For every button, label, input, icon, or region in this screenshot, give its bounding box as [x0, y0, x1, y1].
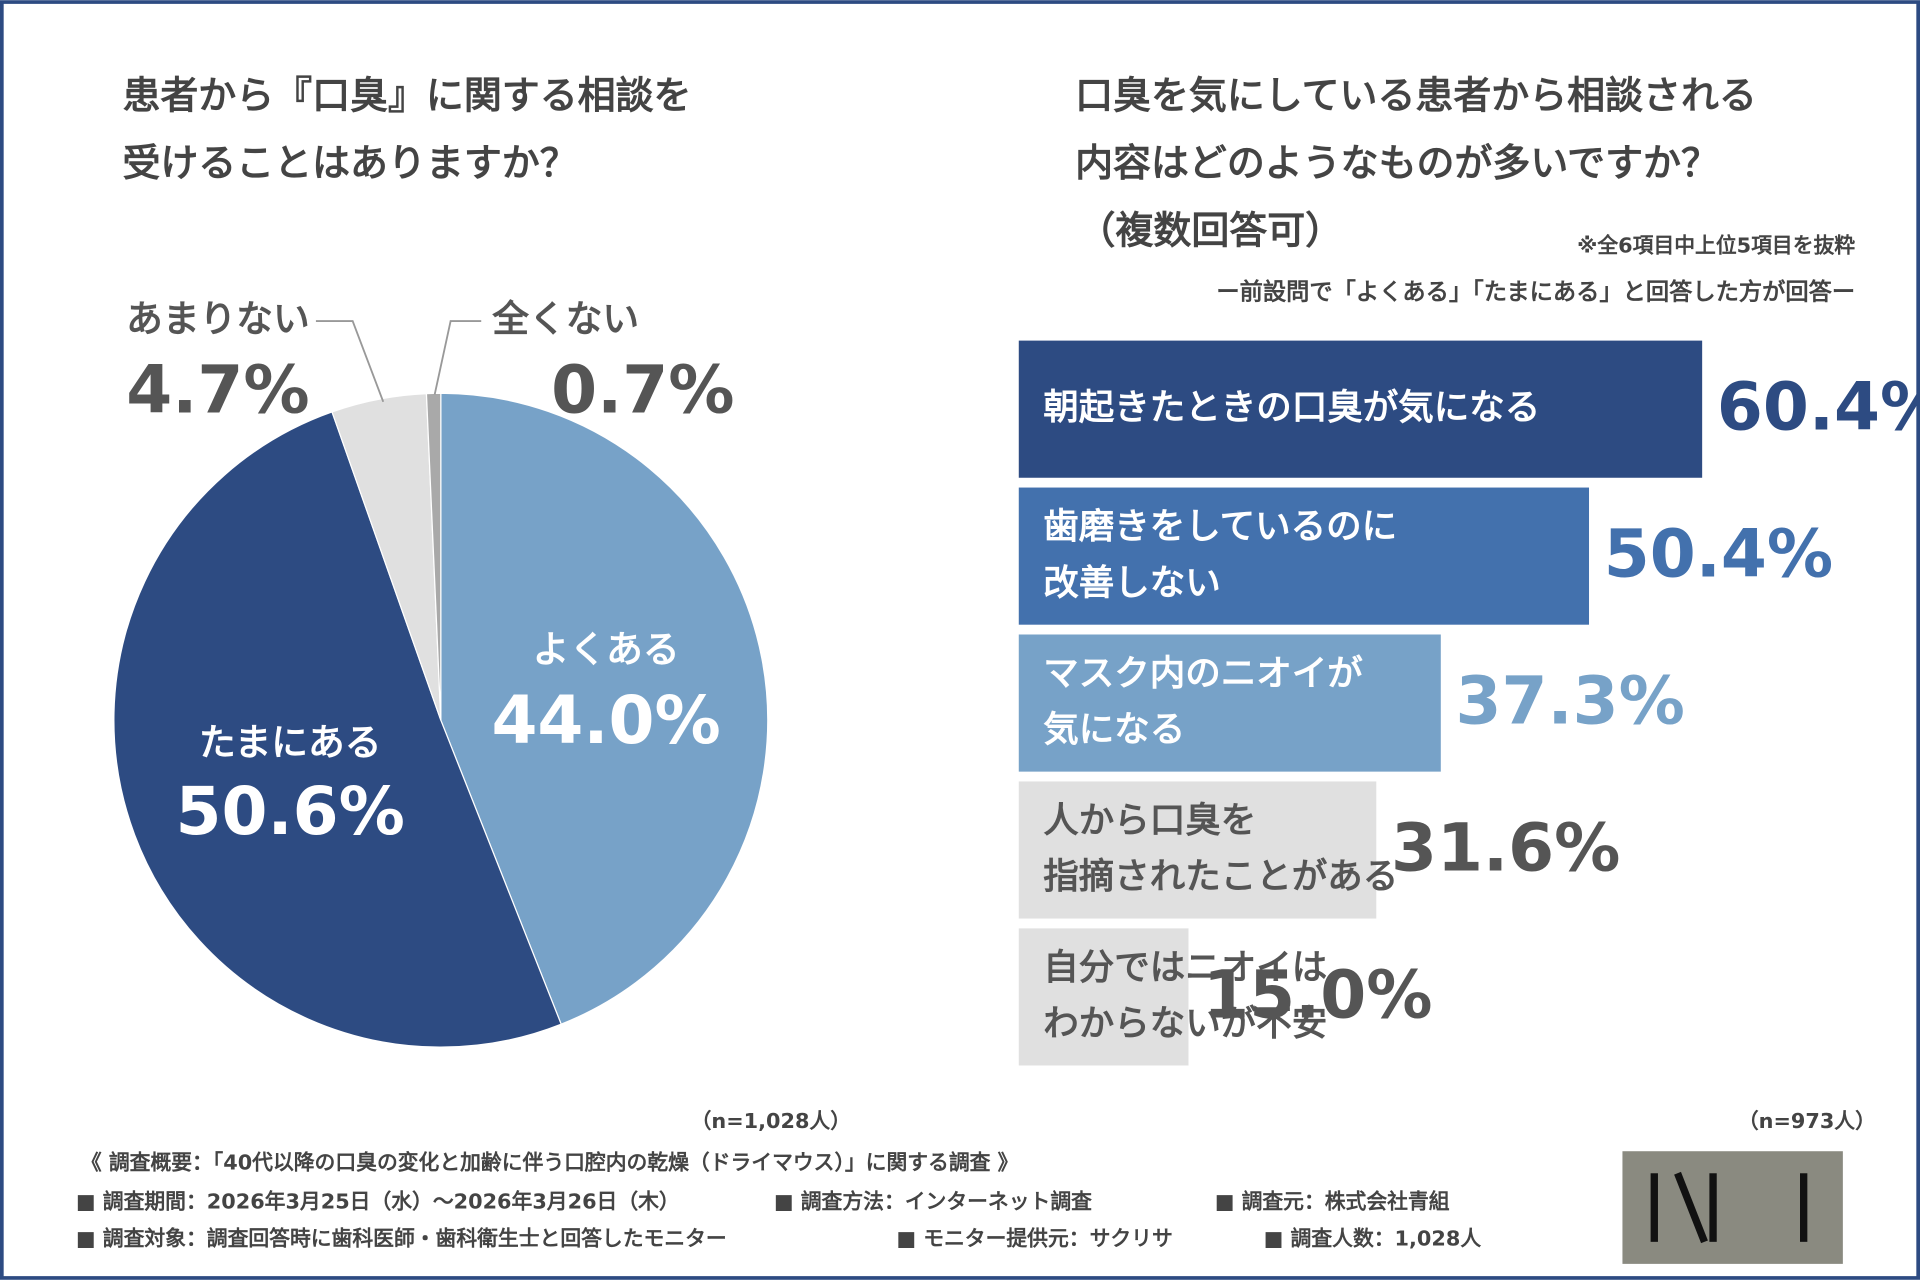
- footer-item: ■ 調査元：株式会社青組: [1215, 1190, 1450, 1214]
- logo-stroke: [1674, 1171, 1708, 1244]
- pie-slice: [440, 392, 769, 1025]
- chart-title: 内容はどのようなものが多いですか？: [1075, 141, 1719, 185]
- bar-category: 人から口臭を指摘されたことがある: [1043, 800, 1398, 897]
- bar-value: 15.0%: [1203, 956, 1432, 1033]
- bar-value: 37.3%: [1455, 663, 1684, 740]
- bar-value: 60.4%: [1717, 369, 1920, 446]
- chart-title: 口臭を気にしている患者から相談される: [1075, 74, 1757, 118]
- chart-note: ※全6項目中上位5項目を抜粋: [1577, 233, 1855, 257]
- bar-category: 朝起きたときの口臭が気になる: [1043, 387, 1540, 428]
- bar-category-line: 改善しない: [1043, 562, 1221, 603]
- bar-category: 歯磨きをしているのに改善しない: [1043, 506, 1397, 603]
- bar: [1018, 487, 1590, 625]
- slice-label: たまにある: [199, 721, 382, 764]
- slice-label: よくある: [533, 628, 680, 671]
- bar-category-line: マスク内のニオイが: [1043, 653, 1363, 694]
- pie-slice: [425, 392, 442, 721]
- logo-stroke: [1650, 1173, 1658, 1242]
- footer-item: ■ 調査対象：調査回答時に歯科医師・歯科衛生士と回答したモニター: [76, 1226, 727, 1250]
- sample-size: （n=1,028人）: [691, 1109, 851, 1133]
- chart-title: 患者から『口臭』に関する相談を: [122, 74, 691, 118]
- bar: [1018, 634, 1441, 772]
- footer-heading: 《 調査概要：「40代以降の口臭の変化と加齢に伴う口腔内の乾燥（ドライマウス）」…: [81, 1150, 1019, 1174]
- bar: [1018, 781, 1377, 919]
- logo-stroke: [1800, 1173, 1808, 1242]
- pie-slice: [113, 411, 562, 1048]
- leader-line: [433, 320, 482, 395]
- footer-item: ■ 調査人数：1,028人: [1264, 1226, 1482, 1250]
- slice-value: 4.7%: [126, 352, 309, 429]
- slice-value: 0.7%: [551, 352, 734, 429]
- slice-value: 44.0%: [491, 682, 720, 759]
- sample-size: （n=973人）: [1738, 1109, 1876, 1133]
- slice-label: 全くない: [491, 298, 639, 341]
- bar-value: 31.6%: [1391, 810, 1620, 887]
- footer-item: ■ 調査方法：インターネット調査: [774, 1190, 1092, 1214]
- bar-category-line: 人から口臭を: [1043, 800, 1256, 841]
- chart-title: 受けることはありますか？: [122, 141, 577, 185]
- slice-label: あまりない: [126, 298, 310, 341]
- bar-value: 50.4%: [1604, 516, 1833, 593]
- footer-item: ■ モニター提供元：サクリサ: [896, 1226, 1172, 1250]
- logo-stroke: [1709, 1173, 1717, 1242]
- bar-category: マスク内のニオイが気になる: [1043, 653, 1363, 750]
- logo: [1622, 1151, 1843, 1264]
- bar-category: 自分ではニオイはわからないが不安: [1043, 947, 1327, 1044]
- bar-category-line: 気になる: [1043, 709, 1185, 750]
- chart-subtitle: ー前設問で「よくある」「たまにある」と回答した方が回答ー: [1216, 278, 1855, 305]
- bar-category-line: わからないが不安: [1043, 1003, 1327, 1044]
- bar-category-line: 歯磨きをしているのに: [1043, 506, 1397, 547]
- leader-line: [315, 320, 385, 403]
- bar: [1018, 340, 1703, 478]
- bar-category-line: 指摘されたことがある: [1043, 856, 1398, 897]
- slice-value: 50.6%: [176, 773, 405, 850]
- chart-title: （複数回答可）: [1078, 208, 1344, 252]
- bar-category-line: 自分ではニオイは: [1043, 947, 1327, 988]
- footer-item: ■ 調査期間：2026年3月25日（水）～2026年3月26日（木）: [76, 1190, 680, 1214]
- bar-category-line: 朝起きたときの口臭が気になる: [1043, 387, 1540, 428]
- bar: [1018, 928, 1189, 1066]
